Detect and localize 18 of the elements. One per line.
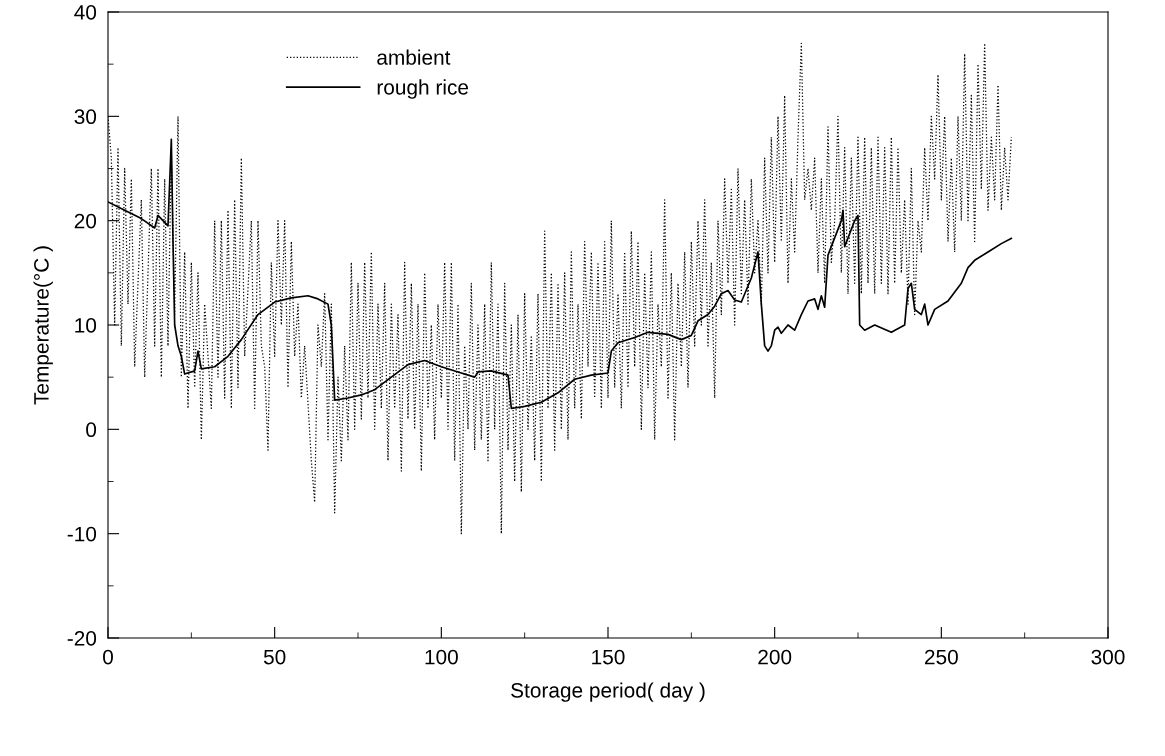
x-tick-label: 200 bbox=[758, 649, 792, 665]
x-tick-label: 50 bbox=[263, 649, 286, 665]
x-tick-label: 0 bbox=[103, 649, 113, 665]
x-tick-label: 100 bbox=[425, 649, 458, 665]
y-axis-title: Temperature(°C ) bbox=[33, 246, 53, 405]
x-axis-title: Storage period( day ) bbox=[511, 682, 705, 702]
y-tick-label: 40 bbox=[74, 5, 97, 20]
y-tick-label: 20 bbox=[74, 213, 97, 229]
y-tick-label: 30 bbox=[74, 109, 97, 125]
x-tick-label: 150 bbox=[592, 649, 625, 665]
legend-label: ambient bbox=[377, 49, 451, 65]
y-tick-label: -20 bbox=[67, 631, 97, 646]
x-tick-label: 250 bbox=[925, 649, 958, 665]
legend-label: rough rice bbox=[377, 79, 469, 99]
y-tick-label: 10 bbox=[75, 318, 97, 333]
y-tick-label: -10 bbox=[67, 526, 97, 542]
x-tick-label: 300 bbox=[1091, 649, 1125, 665]
y-tick-label: 0 bbox=[86, 422, 97, 438]
